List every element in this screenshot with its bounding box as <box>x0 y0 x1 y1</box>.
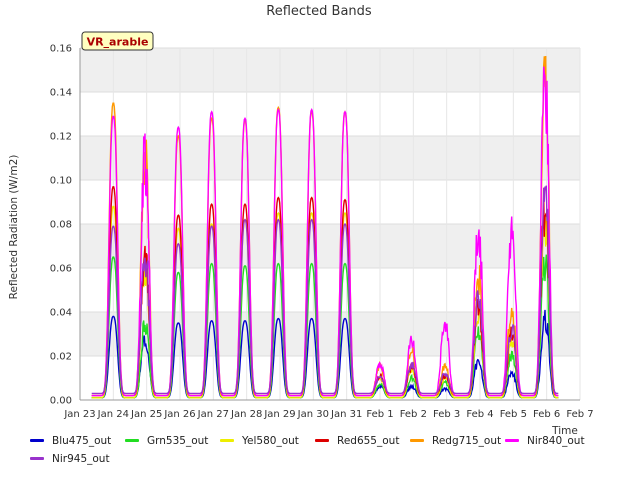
legend-label: Grn535_out <box>147 434 209 447</box>
x-tick-label: Feb 7 <box>566 409 593 420</box>
legend-label: Redg715_out <box>432 434 502 447</box>
plot-band <box>80 268 580 312</box>
x-tick-label: Jan 28 <box>230 409 262 420</box>
series-layer <box>91 55 559 399</box>
y-tick-label: 0.04 <box>50 308 72 319</box>
legend-swatch <box>410 439 424 442</box>
x-tick-label: Jan 31 <box>330 409 362 420</box>
plot-band <box>80 92 580 136</box>
legend-label: Nir945_out <box>52 452 110 465</box>
legend-label: Nir840_out <box>527 434 585 447</box>
x-tick-label: Jan 23 <box>63 409 95 420</box>
y-tick-label: 0.06 <box>50 264 72 275</box>
plot-band <box>80 224 580 268</box>
plot-band <box>80 312 580 356</box>
x-tick-label: Feb 4 <box>466 409 493 420</box>
legend-item: Blu475_out <box>30 433 125 448</box>
legend-label: Red655_out <box>337 434 400 447</box>
x-tick-label: Jan 27 <box>197 409 229 420</box>
plot-band <box>80 136 580 180</box>
legend-swatch <box>220 439 234 442</box>
legend-item: Nir945_out <box>30 451 125 466</box>
x-tick-label: Feb 2 <box>400 409 427 420</box>
legend-label: Blu475_out <box>52 434 112 447</box>
plot-band <box>80 180 580 224</box>
y-tick-label: 0.00 <box>50 396 72 407</box>
legend-swatch <box>505 439 519 442</box>
legend-item: Nir840_out <box>505 433 600 448</box>
x-tick-label: Feb 3 <box>433 409 460 420</box>
legend-swatch <box>315 439 329 442</box>
x-tick-label: Jan 29 <box>263 409 295 420</box>
legend-label: Yel580_out <box>242 434 299 447</box>
x-tick-label: Jan 26 <box>163 409 195 420</box>
plot-band <box>80 356 580 400</box>
y-tick-label: 0.12 <box>50 132 72 143</box>
x-tick-label: Jan 24 <box>97 409 129 420</box>
legend-item: Red655_out <box>315 433 410 448</box>
legend-swatch <box>30 439 44 442</box>
axes <box>79 48 580 401</box>
legend: Blu475_out Grn535_out Yel580_out Red655_out… <box>30 433 630 466</box>
plot-background <box>80 48 580 400</box>
legend-item: Grn535_out <box>125 433 220 448</box>
legend-item: Yel580_out <box>220 433 315 448</box>
series-line-nir945-out <box>91 185 559 395</box>
y-tick-label: 0.02 <box>50 352 72 363</box>
y-axis-label: Reflected Radiation (W/m2) <box>8 155 20 300</box>
annotation-text: VR_arable <box>87 36 149 49</box>
y-tick-label: 0.16 <box>50 44 72 55</box>
legend-swatch <box>125 439 139 442</box>
y-tick-label: 0.10 <box>50 176 72 187</box>
chart-title: Reflected Bands <box>266 4 372 19</box>
x-tick-label: Feb 1 <box>366 409 393 420</box>
annotation-badge: VR_arable <box>81 31 154 51</box>
x-tick-label: Feb 5 <box>500 409 527 420</box>
legend-item: Redg715_out <box>410 433 505 448</box>
y-ticks: 0.00 0.02 0.04 0.06 0.08 0.10 0.12 0.14 0.16 <box>50 44 72 407</box>
x-axis-label: Time <box>551 425 578 437</box>
x-ticks: Jan 23 Jan 24 Jan 25 Jan 26 Jan 27 Jan 28 Jan … <box>63 409 593 420</box>
x-tick-label: Feb 6 <box>533 409 560 420</box>
x-tick-label: Jan 30 <box>297 409 329 420</box>
plot-band <box>80 48 580 92</box>
y-tick-label: 0.14 <box>50 88 72 99</box>
x-tick-label: Jan 25 <box>130 409 162 420</box>
y-tick-label: 0.08 <box>50 220 72 231</box>
legend-swatch <box>30 457 44 460</box>
